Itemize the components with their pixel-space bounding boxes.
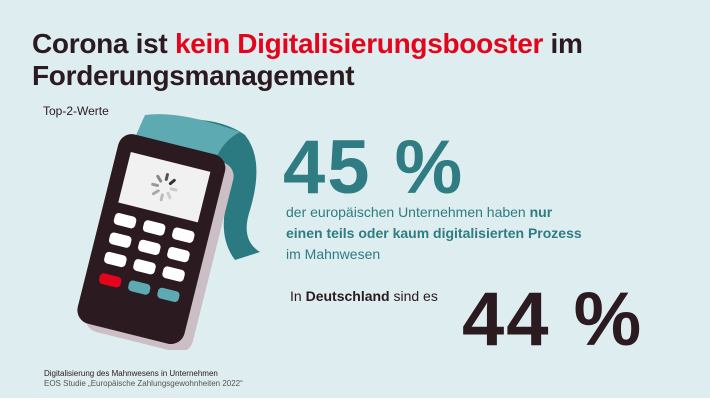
subtitle: Top-2-Werte <box>43 104 109 118</box>
loading-spinner-icon <box>151 173 178 202</box>
page-title: Corona ist kein Digitalisierungsbooster … <box>32 28 583 91</box>
europe-description: der europäischen Unternehmen haben nur ei… <box>286 204 582 262</box>
europe-percentage: 45 % <box>283 125 465 210</box>
germany-label: In Deutschland sind es <box>290 288 438 304</box>
payment-terminal-illustration <box>77 114 260 350</box>
source-footer: Digitalisierung des Mahnwesens in Untern… <box>44 369 243 388</box>
title-highlight: kein Digitalisierungsbooster <box>174 28 544 59</box>
germany-percentage: 44 % <box>462 277 644 362</box>
